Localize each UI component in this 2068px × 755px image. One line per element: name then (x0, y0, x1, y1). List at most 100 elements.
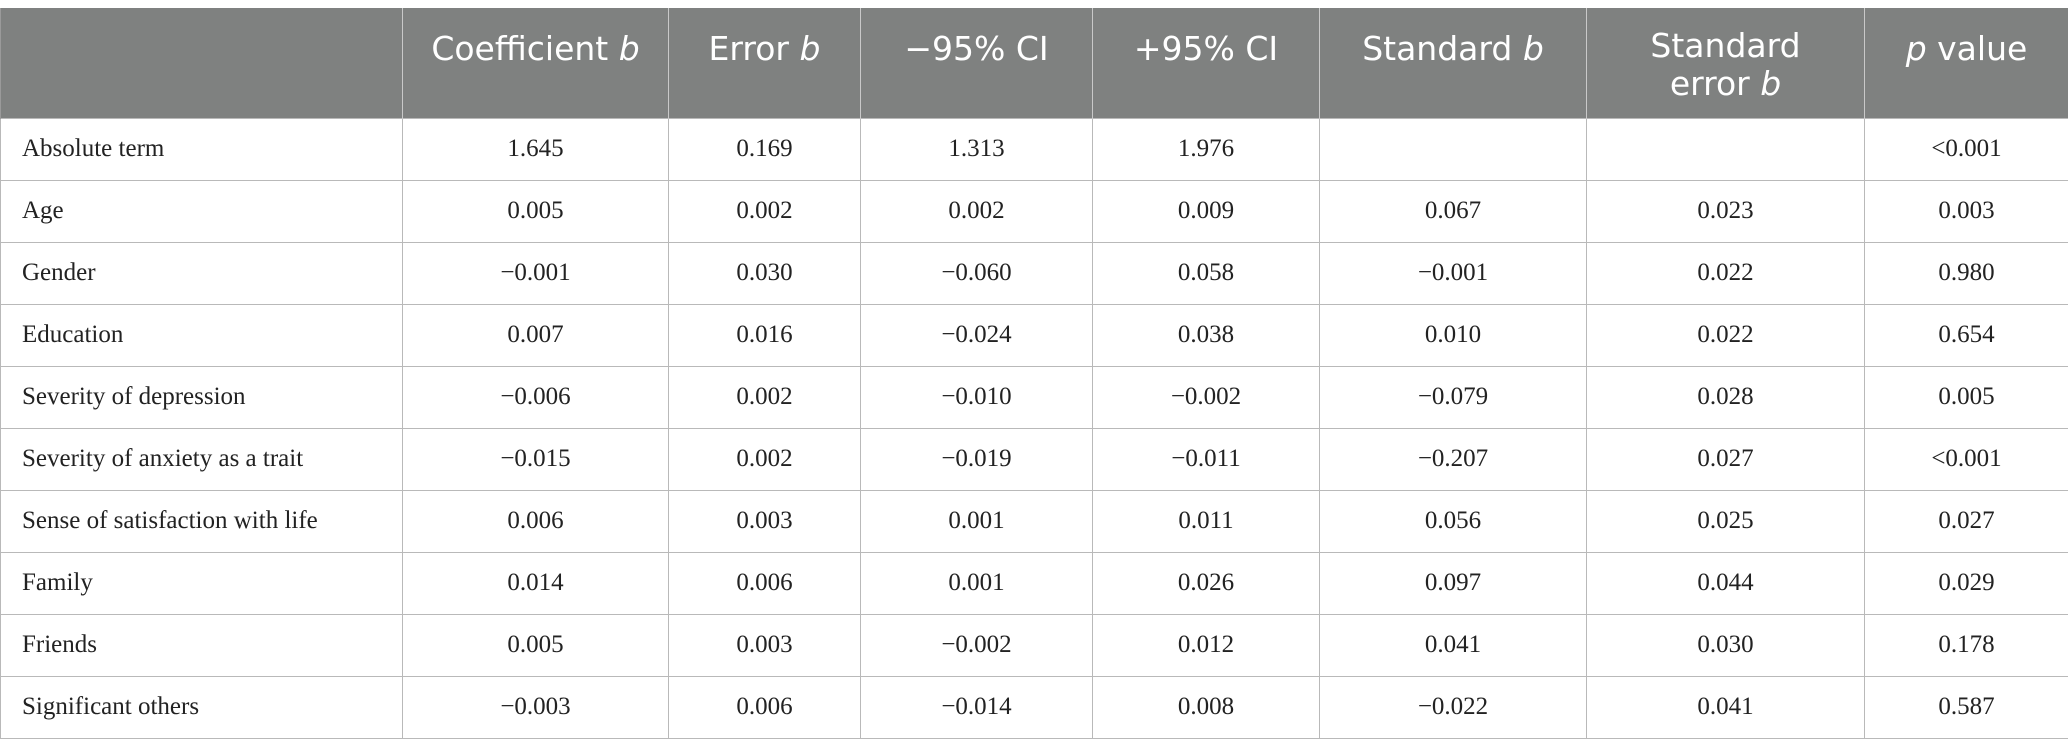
cell-ci-lower: −0.019 (860, 427, 1093, 491)
cell-p-value: <0.001 (1864, 117, 2068, 181)
cell-ci-lower: −0.014 (860, 675, 1093, 739)
cell-p-value: 0.027 (1864, 489, 2068, 553)
cell-standard-error-b: 0.023 (1586, 179, 1865, 243)
header-variable (0, 8, 403, 118)
cell-ci-upper: 0.009 (1092, 179, 1320, 243)
header-standard-error-b-text: Standard error b (1650, 25, 1801, 103)
cell-p-value: 0.029 (1864, 551, 2068, 615)
row-label: Absolute term (0, 117, 403, 181)
cell-standard-error-b: 0.030 (1586, 613, 1865, 677)
cell-coefficient-b: 0.005 (402, 179, 669, 243)
cell-standard-b: 0.067 (1319, 179, 1587, 243)
cell-error-b: 0.003 (668, 613, 861, 677)
header-ci-lower: −95% CI (860, 8, 1093, 118)
cell-p-value: 0.005 (1864, 365, 2068, 429)
table-header: Coefficient b Error b −95% CI +95% CI St… (0, 8, 2068, 118)
row-label: Education (0, 303, 403, 367)
cell-p-value: 0.654 (1864, 303, 2068, 367)
table-row: Severity of depression −0.006 0.002 −0.0… (0, 365, 2068, 429)
cell-coefficient-b: −0.003 (402, 675, 669, 739)
cell-standard-b: −0.022 (1319, 675, 1587, 739)
header-ci-upper-text: +95% CI (1133, 28, 1279, 68)
header-standard-b-text: Standard b (1362, 28, 1544, 68)
header-error-b: Error b (668, 8, 861, 118)
cell-standard-b: 0.010 (1319, 303, 1587, 367)
table-row: Severity of anxiety as a trait −0.015 0.… (0, 427, 2068, 491)
cell-p-value: 0.980 (1864, 241, 2068, 305)
row-label: Sense of satisfaction with life (0, 489, 403, 553)
cell-standard-b: −0.207 (1319, 427, 1587, 491)
cell-standard-error-b: 0.022 (1586, 241, 1865, 305)
cell-standard-b: 0.097 (1319, 551, 1587, 615)
cell-ci-upper: 0.011 (1092, 489, 1320, 553)
cell-ci-upper: 0.058 (1092, 241, 1320, 305)
table-row: Age 0.005 0.002 0.002 0.009 0.067 0.023 … (0, 179, 2068, 243)
cell-standard-error-b: 0.025 (1586, 489, 1865, 553)
table-row: Friends 0.005 0.003 −0.002 0.012 0.041 0… (0, 613, 2068, 677)
cell-standard-b: 0.041 (1319, 613, 1587, 677)
cell-error-b: 0.006 (668, 675, 861, 739)
cell-ci-lower: −0.010 (860, 365, 1093, 429)
header-coefficient-b-text: Coefficient b (431, 28, 640, 68)
header-standard-error-b: Standard error b (1586, 8, 1865, 118)
cell-standard-error-b: 0.022 (1586, 303, 1865, 367)
cell-standard-error-b: 0.027 (1586, 427, 1865, 491)
cell-coefficient-b: 0.014 (402, 551, 669, 615)
cell-p-value: 0.178 (1864, 613, 2068, 677)
cell-ci-lower: 0.001 (860, 551, 1093, 615)
row-label: Severity of depression (0, 365, 403, 429)
cell-ci-upper: −0.002 (1092, 365, 1320, 429)
row-label: Gender (0, 241, 403, 305)
cell-p-value: <0.001 (1864, 427, 2068, 491)
header-coefficient-b: Coefficient b (402, 8, 669, 118)
cell-standard-b: −0.001 (1319, 241, 1587, 305)
cell-ci-lower: −0.002 (860, 613, 1093, 677)
cell-error-b: 0.016 (668, 303, 861, 367)
cell-error-b: 0.002 (668, 179, 861, 243)
cell-ci-upper: 0.008 (1092, 675, 1320, 739)
cell-coefficient-b: −0.006 (402, 365, 669, 429)
cell-ci-upper: 1.976 (1092, 117, 1320, 181)
header-p-value: p value (1864, 8, 2068, 118)
cell-error-b: 0.003 (668, 489, 861, 553)
cell-standard-error-b (1586, 117, 1865, 181)
cell-standard-error-b: 0.028 (1586, 365, 1865, 429)
cell-ci-upper: −0.011 (1092, 427, 1320, 491)
cell-ci-lower: 0.002 (860, 179, 1093, 243)
cell-error-b: 0.030 (668, 241, 861, 305)
table-body: Absolute term 1.645 0.169 1.313 1.976 <0… (0, 117, 2068, 739)
cell-ci-upper: 0.012 (1092, 613, 1320, 677)
cell-ci-lower: 1.313 (860, 117, 1093, 181)
cell-p-value: 0.587 (1864, 675, 2068, 739)
cell-coefficient-b: 1.645 (402, 117, 669, 181)
cell-error-b: 0.006 (668, 551, 861, 615)
header-ci-lower-text: −95% CI (904, 28, 1049, 68)
cell-standard-error-b: 0.041 (1586, 675, 1865, 739)
cell-error-b: 0.002 (668, 365, 861, 429)
cell-error-b: 0.002 (668, 427, 861, 491)
cell-standard-b (1319, 117, 1587, 181)
cell-coefficient-b: 0.005 (402, 613, 669, 677)
cell-ci-lower: 0.001 (860, 489, 1093, 553)
header-error-b-text: Error b (708, 28, 821, 68)
table-row: Sense of satisfaction with life 0.006 0.… (0, 489, 2068, 553)
row-label: Severity of anxiety as a trait (0, 427, 403, 491)
table-row: Education 0.007 0.016 −0.024 0.038 0.010… (0, 303, 2068, 367)
header-standard-b: Standard b (1319, 8, 1587, 118)
row-label: Significant others (0, 675, 403, 739)
regression-table-container: Coefficient b Error b −95% CI +95% CI St… (0, 8, 2068, 739)
table-row: Significant others −0.003 0.006 −0.014 0… (0, 675, 2068, 739)
cell-coefficient-b: 0.007 (402, 303, 669, 367)
table-row: Absolute term 1.645 0.169 1.313 1.976 <0… (0, 117, 2068, 181)
cell-coefficient-b: −0.015 (402, 427, 669, 491)
cell-p-value: 0.003 (1864, 179, 2068, 243)
table-row: Family 0.014 0.006 0.001 0.026 0.097 0.0… (0, 551, 2068, 615)
header-ci-upper: +95% CI (1092, 8, 1320, 118)
header-row: Coefficient b Error b −95% CI +95% CI St… (0, 8, 2068, 118)
header-p-value-text: p value (1905, 28, 2028, 68)
cell-standard-b: −0.079 (1319, 365, 1587, 429)
cell-error-b: 0.169 (668, 117, 861, 181)
cell-standard-error-b: 0.044 (1586, 551, 1865, 615)
table-row: Gender −0.001 0.030 −0.060 0.058 −0.001 … (0, 241, 2068, 305)
regression-table: Coefficient b Error b −95% CI +95% CI St… (0, 8, 2068, 739)
